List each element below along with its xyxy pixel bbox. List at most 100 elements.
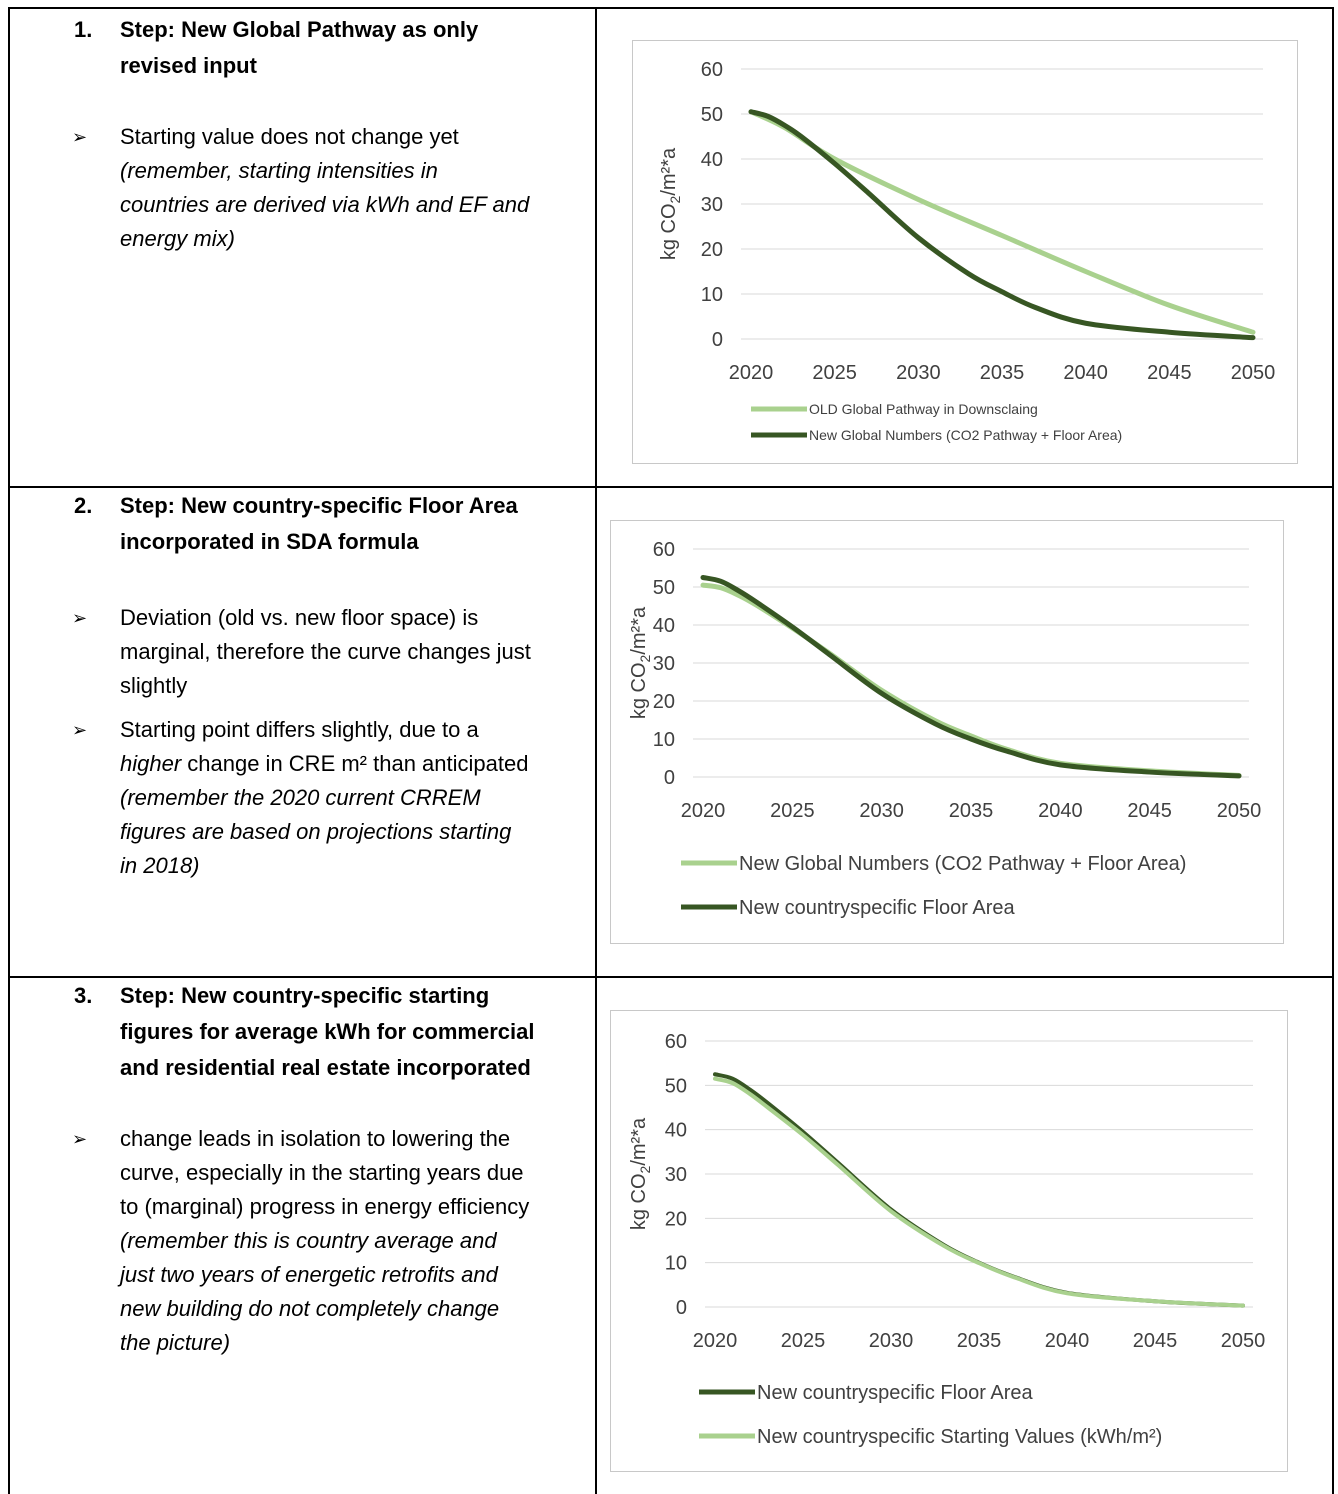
y-tick-label: 60	[665, 1031, 687, 1053]
step-title-line: Step: New country-specific Floor Area	[120, 493, 518, 518]
arrow-bullet-icon: ➢	[72, 127, 88, 147]
y-tick-label: 20	[665, 1208, 687, 1230]
bullet-note-line: figures are based on projections startin…	[120, 819, 512, 844]
step-title-line: Step: New Global Pathway as only	[120, 17, 479, 42]
x-tick-label: 2050	[1231, 362, 1276, 384]
y-tick-label: 40	[701, 149, 723, 171]
y-tick-label: 30	[653, 653, 675, 675]
x-tick-label: 2030	[869, 1330, 914, 1352]
legend-label: OLD Global Pathway in Downsclaing	[809, 401, 1038, 417]
emphasis-text: higher	[120, 751, 182, 776]
x-tick-label: 2035	[957, 1330, 1002, 1352]
y-tick-label: 20	[653, 691, 675, 713]
x-tick-label: 2030	[859, 800, 904, 822]
bullet-note-line: new building do not completely change	[120, 1296, 500, 1321]
y-axis-label: kg CO2/m²*a	[658, 147, 683, 260]
x-tick-label: 2035	[980, 362, 1025, 384]
x-tick-label: 2025	[812, 362, 857, 384]
y-tick-label: 50	[665, 1075, 687, 1097]
x-tick-label: 2020	[681, 800, 726, 822]
y-axis-label: kg CO2/m²*a	[628, 1117, 653, 1230]
x-tick-label: 2045	[1147, 362, 1192, 384]
table-border-right	[1332, 8, 1334, 1494]
row-3-text-cell: 3. Step: New country-specific starting f…	[10, 978, 594, 1494]
step-title-line: incorporated in SDA formula	[120, 529, 419, 554]
x-tick-label: 2020	[693, 1330, 738, 1352]
bullet-note-line: just two years of energetic retrofits an…	[120, 1262, 498, 1287]
x-tick-label: 2030	[896, 362, 941, 384]
y-tick-label: 10	[665, 1253, 687, 1275]
table-row-divider	[8, 486, 1334, 488]
bullet-line: slightly	[120, 673, 188, 698]
y-tick-label: 60	[701, 59, 723, 81]
y-tick-label: 0	[676, 1297, 687, 1319]
table-border-top	[8, 7, 1334, 9]
step-title-line: revised input	[120, 53, 257, 78]
series-line	[713, 1072, 1245, 1308]
row-1-text-cell: 1. Step: New Global Pathway as only revi…	[10, 8, 594, 486]
series-line	[700, 575, 1242, 779]
bullet-line-rest: change in CRE m² than anticipated	[181, 751, 529, 776]
legend-label: New countryspecific Floor Area	[739, 897, 1016, 919]
table-border-left	[8, 8, 10, 1494]
series-line	[748, 109, 1256, 335]
step-title-line: Step: New country-specific starting	[120, 983, 490, 1008]
y-tick-label: 20	[701, 239, 723, 261]
x-tick-label: 2050	[1217, 800, 1262, 822]
table-column-divider	[595, 8, 597, 1494]
bullet-note-line: in 2018)	[120, 853, 200, 878]
x-tick-label: 2025	[781, 1330, 826, 1352]
chart-3-container: 0 10 20 30 40 50 60 2020 2025 2030 2035 2040 2045 205…	[610, 1010, 1288, 1472]
y-tick-label: 0	[664, 767, 675, 789]
y-tick-label: 10	[653, 729, 675, 751]
legend-label: New Global Numbers (CO2 Pathway + Floor …	[739, 853, 1186, 875]
x-tick-label: 2025	[770, 800, 815, 822]
bullet-note-line: (remember this is country average and	[120, 1228, 497, 1253]
x-tick-label: 2050	[1221, 1330, 1266, 1352]
bullet-line: curve, especially in the starting years …	[120, 1160, 524, 1185]
x-tick-label: 2020	[729, 362, 774, 384]
bullet-note-line: (remember the 2020 current CRREM	[120, 785, 481, 810]
bullet-line: to (marginal) progress in energy efficie…	[120, 1194, 530, 1219]
legend-label: New countryspecific Starting Values (kWh…	[757, 1426, 1162, 1448]
table-row-divider	[8, 976, 1334, 978]
y-axis-label: kg CO2/m²*a	[628, 606, 653, 719]
x-tick-label: 2040	[1045, 1330, 1090, 1352]
arrow-bullet-icon: ➢	[72, 608, 88, 628]
x-tick-label: 2040	[1063, 362, 1108, 384]
arrow-bullet-icon: ➢	[72, 1129, 88, 1149]
y-tick-label: 10	[701, 284, 723, 306]
x-tick-label: 2045	[1133, 1330, 1178, 1352]
bullet-note-line: (remember, starting intensities in	[120, 158, 438, 183]
bullet-note-line: the picture)	[120, 1330, 231, 1355]
y-tick-label: 60	[653, 539, 675, 561]
x-tick-label: 2045	[1127, 800, 1172, 822]
bullet-line: Deviation (old vs. new floor space) is	[120, 605, 479, 630]
row-2-text-cell: 2. Step: New country-specific Floor Area…	[10, 488, 594, 976]
step-number: 1.	[74, 17, 93, 42]
y-tick-label: 30	[665, 1164, 687, 1186]
y-tick-label: 30	[701, 194, 723, 216]
arrow-bullet-icon: ➢	[72, 720, 88, 740]
chart-1-container: 0 10 20 30 40 50 60 2020 2025 2030 2035 2040 2045 205…	[632, 40, 1298, 464]
bullet-line: Starting point differs slightly, due to …	[120, 717, 479, 742]
y-tick-label: 50	[653, 577, 675, 599]
bullet-line: change leads in isolation to lowering th…	[120, 1126, 511, 1151]
y-tick-label: 40	[665, 1120, 687, 1142]
step-number: 3.	[74, 983, 93, 1008]
step-title-line: figures for average kWh for commercial	[120, 1019, 535, 1044]
bullet-line: higher change in CRE m² than anticipated	[120, 747, 590, 781]
legend-label: New Global Numbers (CO2 Pathway + Floor …	[809, 427, 1122, 443]
x-tick-label: 2040	[1038, 800, 1083, 822]
series-line	[748, 109, 1256, 341]
series-line	[700, 582, 1242, 778]
step-title-line: and residential real estate incorporated	[120, 1055, 531, 1080]
chart-2-container: 0 10 20 30 40 50 60 2020 2025 2030 2035 2040 2045 205…	[610, 520, 1284, 944]
bullet-line: marginal, therefore the curve changes ju…	[120, 639, 531, 664]
step-number: 2.	[74, 493, 93, 518]
y-tick-label: 40	[653, 615, 675, 637]
